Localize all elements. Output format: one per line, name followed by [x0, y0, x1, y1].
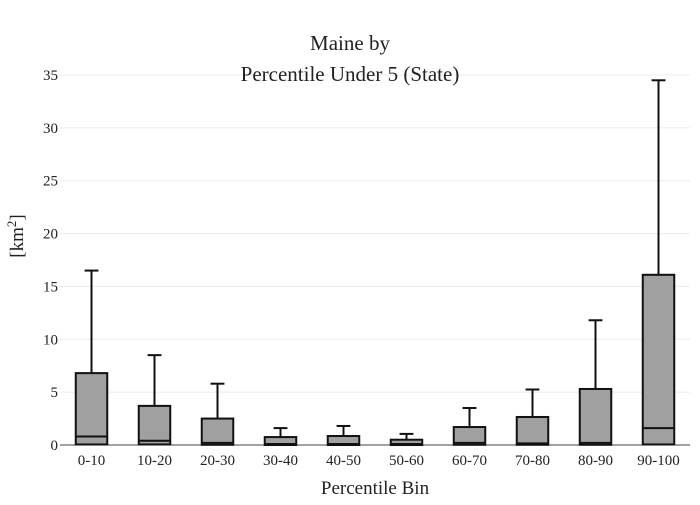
x-tick-label: 40-50: [326, 453, 361, 469]
box-10-20: [137, 354, 172, 446]
x-tick-label: 80-90: [578, 453, 613, 469]
iqr-box: [74, 372, 109, 446]
box-90-100: [641, 79, 676, 446]
iqr-box: [641, 273, 676, 446]
y-axis-title-base: [km: [7, 227, 28, 258]
box-30-40: [263, 427, 298, 447]
y-tick-label: 30: [43, 121, 58, 137]
box-70-80: [515, 388, 550, 446]
box-0-10: [74, 269, 109, 446]
x-tick-label: 20-30: [200, 453, 235, 469]
x-tick-label: 50-60: [389, 453, 424, 469]
x-tick-label: 30-40: [263, 453, 298, 469]
y-tick-label: 10: [43, 332, 58, 348]
iqr-box: [200, 417, 235, 446]
box-series: [74, 79, 676, 447]
iqr-box: [452, 426, 487, 446]
y-tick-label: 0: [51, 438, 59, 454]
box-60-70: [452, 407, 487, 446]
y-tick-label: 35: [43, 68, 58, 84]
y-axis-title-end: ]: [7, 214, 28, 220]
x-tick-label: 0-10: [78, 453, 106, 469]
x-tick-label: 60-70: [452, 453, 487, 469]
chart-title-line-1: Maine by: [310, 31, 390, 55]
y-tick-label: 5: [51, 385, 59, 401]
tick-labels: 0 5 10 15 20 25 30 35 0-10 10-20 20-30 30-40 40-50 50…: [43, 68, 680, 469]
y-axis-title-superscript: 2: [4, 221, 19, 228]
box-20-30: [200, 382, 235, 446]
y-axis-title: [km2]: [4, 214, 28, 257]
iqr-box: [137, 404, 172, 446]
x-tick-label: 70-80: [515, 453, 550, 469]
box-80-90: [578, 319, 613, 446]
y-tick-label: 25: [43, 174, 58, 190]
iqr-box: [389, 438, 424, 447]
y-tick-label: 15: [43, 279, 58, 295]
x-tick-label: 90-100: [637, 453, 680, 469]
gridlines: [60, 74, 690, 446]
iqr-box: [515, 415, 550, 446]
box-40-50: [326, 424, 361, 446]
box-50-60: [389, 432, 424, 447]
iqr-box: [263, 436, 298, 447]
iqr-box: [326, 435, 361, 446]
x-tick-label: 10-20: [137, 453, 172, 469]
x-axis-title: Percentile Bin: [321, 478, 430, 499]
iqr-box: [578, 387, 613, 446]
y-tick-label: 20: [43, 227, 58, 243]
chart-title-line-2: Percentile Under 5 (State): [241, 62, 460, 86]
